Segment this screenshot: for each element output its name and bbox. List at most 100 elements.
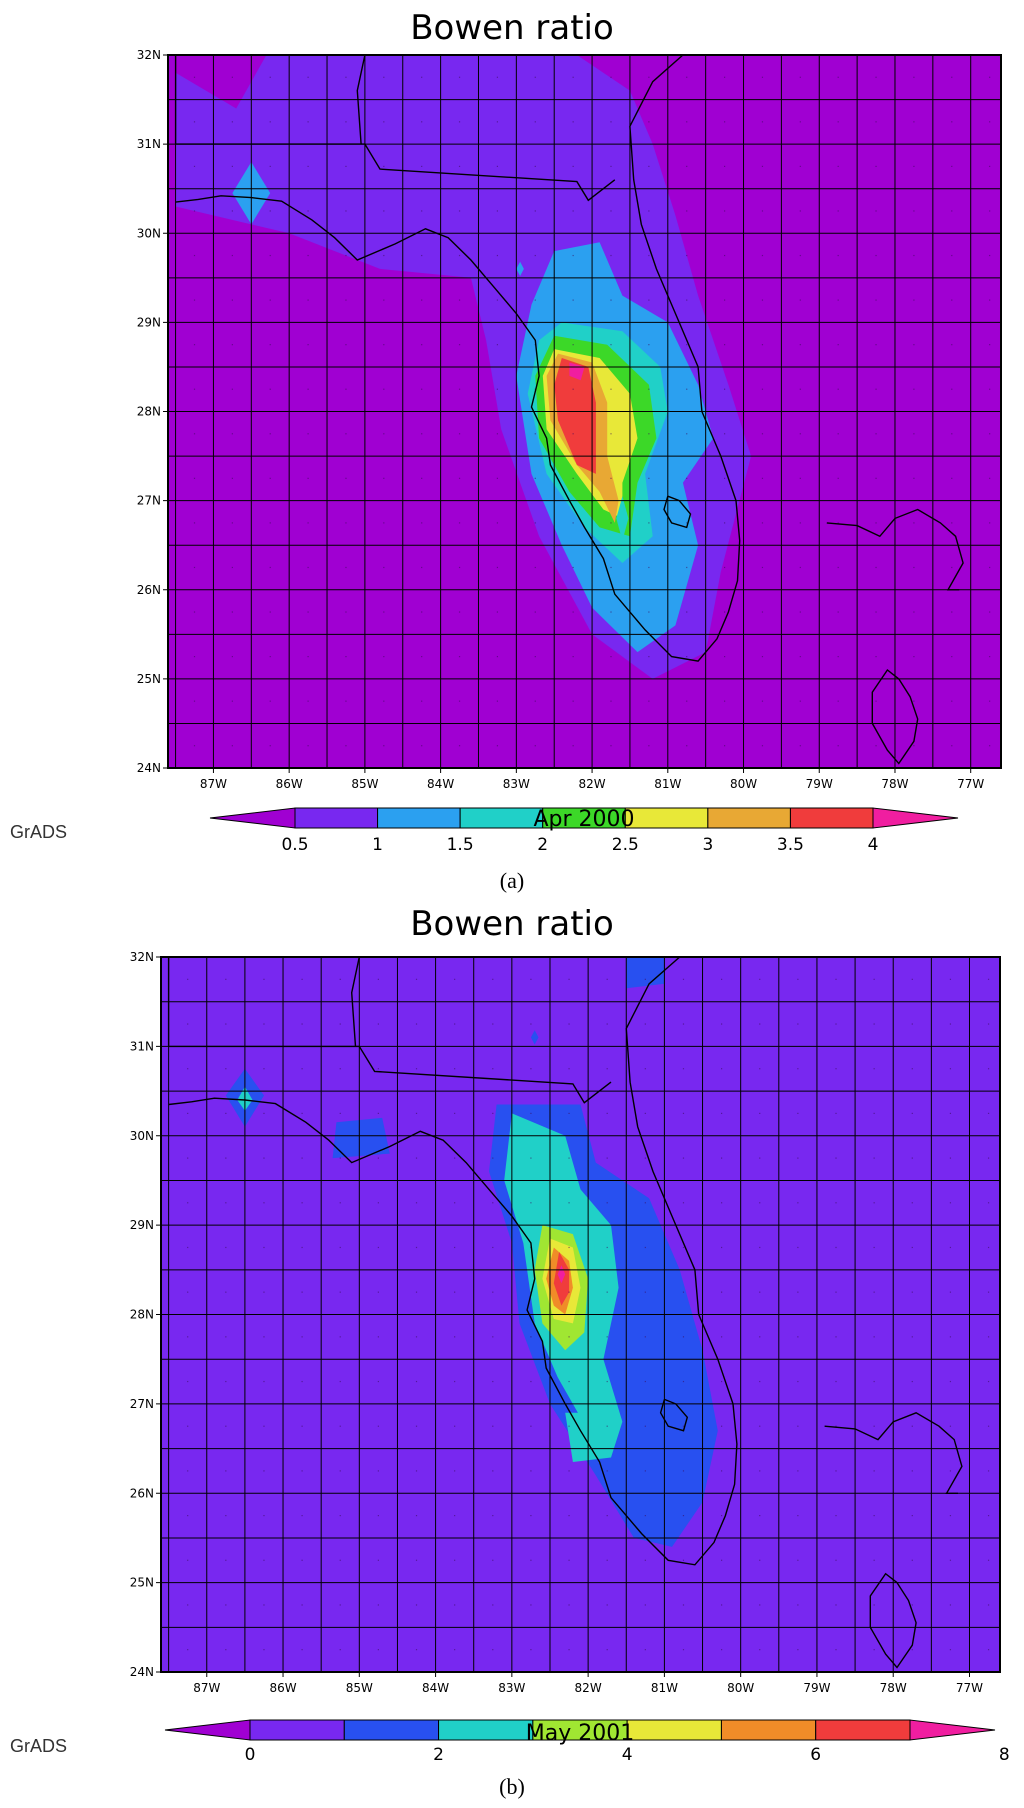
colorbar-swatch (459, 807, 544, 829)
lake-okeechobee (663, 495, 692, 529)
lon-label: 78W (880, 1681, 907, 1695)
contour-level-1 (332, 1117, 390, 1159)
contour-level-1 (626, 957, 665, 989)
lon-label: 83W (498, 1681, 525, 1695)
lat-label: 25N (130, 1576, 154, 1590)
lat-label: 31N (137, 137, 161, 151)
grid-dots (193, 76, 991, 747)
map-date: Apr 2000 (533, 807, 634, 832)
colorbar-swatch (343, 1719, 440, 1741)
lat-label: 29N (130, 1218, 154, 1232)
colorbar-swatch (624, 807, 709, 829)
lat-label: 28N (130, 1308, 154, 1322)
lat-label: 32N (130, 950, 154, 964)
colorbar-label: 0 (245, 1745, 256, 1765)
colorbar-max-arrow (909, 1719, 996, 1741)
grads-watermark: GrADS (10, 822, 68, 842)
lon-label: 86W (269, 1681, 296, 1695)
lon-label: 80W (727, 1681, 754, 1695)
map-panel-b: Bowen ratio 24N 25N 26N 27N 28N 29N 30N 31N 32N 8… (0, 904, 1024, 1808)
lat-label: 24N (130, 1665, 154, 1679)
lat-label: 27N (130, 1397, 154, 1411)
lon-label: 87W (200, 777, 227, 791)
contour-field (168, 55, 1001, 768)
florida-coastline (168, 957, 738, 1566)
lon-label: 77W (956, 1681, 983, 1695)
contour-field (161, 957, 1000, 1672)
lat-label: 30N (130, 1129, 154, 1143)
bahamas-coast (871, 668, 919, 765)
colorbar-label: 4 (868, 835, 879, 855)
lon-label: 80W (730, 777, 757, 791)
state-border (168, 1045, 612, 1104)
grid-lines (161, 957, 1000, 1672)
contour-level-3.5 (554, 358, 596, 474)
lat-label: 28N (137, 405, 161, 419)
state-border (356, 55, 366, 145)
colorbar-swatch (438, 1719, 534, 1741)
lon-label: 79W (806, 777, 833, 791)
lat-label: 32N (137, 48, 161, 62)
contour-level-1.5 (616, 496, 629, 541)
lat-label: 31N (130, 1039, 154, 1053)
colorbar-label: 1 (372, 835, 383, 855)
grid-dots (187, 978, 990, 1651)
lon-label: 84W (427, 777, 454, 791)
colorbar-swatch (707, 807, 791, 829)
colorbar-label: 2 (537, 835, 548, 855)
colorbar-max-arrow (872, 807, 959, 829)
lat-label: 26N (137, 583, 161, 597)
lat-label: 30N (137, 226, 161, 240)
colorbar-label: 3.5 (777, 835, 804, 855)
lat-label: 26N (130, 1486, 154, 1500)
lon-label: 78W (881, 777, 908, 791)
lat-label: 25N (137, 672, 161, 686)
panel-caption: (a) (499, 868, 525, 893)
contour-level-1 (516, 261, 524, 276)
colorbar-label: 1.5 (447, 835, 474, 855)
map-panel-a: Bowen ratio 24N 25N 26N 27N 28N 29N 30N 31N 32N 8… (10, 8, 1002, 893)
panel-caption: (b) (499, 1774, 525, 1799)
colorbar-swatch (249, 1719, 345, 1741)
coastline (174, 55, 964, 765)
lake-okeechobee (659, 1398, 689, 1432)
lat-label: 24N (137, 761, 161, 775)
lon-label: 85W (346, 1681, 373, 1695)
colorbar-label: 3 (702, 835, 713, 855)
colorbar-label: 2.5 (612, 835, 639, 855)
grads-watermark: GrADS (10, 1736, 68, 1756)
lat-label: 29N (137, 315, 161, 329)
colorbar: 0 2 4 6 8 (164, 1719, 1010, 1765)
colorbar-swatch (626, 1719, 722, 1741)
lon-label: 81W (651, 1681, 678, 1695)
contour-level-1 (530, 1030, 539, 1045)
lon-label: 81W (654, 777, 681, 791)
colorbar-swatch (815, 1719, 911, 1741)
contour-level-7 (557, 1265, 566, 1284)
colorbar-label: 4 (622, 1745, 633, 1765)
colorbar-label: 0.5 (281, 835, 308, 855)
colorbar-min-arrow (209, 807, 296, 829)
colorbar-swatch (294, 807, 379, 829)
bahamas-coast (824, 1412, 963, 1494)
lon-label: 84W (422, 1681, 449, 1695)
lon-label: 86W (276, 777, 303, 791)
bowen-ratio-map-b: 24N 25N 26N 27N 28N 29N 30N 31N 32N 87W 86W 85W 84W 8… (130, 950, 1010, 1765)
colorbar-swatch (789, 807, 874, 829)
colorbar-min-arrow (164, 1719, 251, 1741)
colorbar: 0.5 1 1.5 2 2.5 3 3.5 4 (209, 807, 959, 855)
lat-label: 27N (137, 494, 161, 508)
bahamas-coast (869, 1572, 917, 1669)
state-border (175, 143, 616, 202)
lon-label: 82W (579, 777, 606, 791)
grid-lines (168, 55, 1001, 768)
lon-label: 77W (957, 777, 984, 791)
lon-label: 85W (351, 777, 378, 791)
lon-label: 82W (575, 1681, 602, 1695)
colorbar-swatch (720, 1719, 817, 1741)
colorbar-label: 8 (999, 1745, 1010, 1765)
map-date: May 2001 (526, 1721, 634, 1746)
colorbar-label: 6 (810, 1745, 821, 1765)
coastline (167, 957, 963, 1669)
bahamas-coast (826, 508, 964, 591)
